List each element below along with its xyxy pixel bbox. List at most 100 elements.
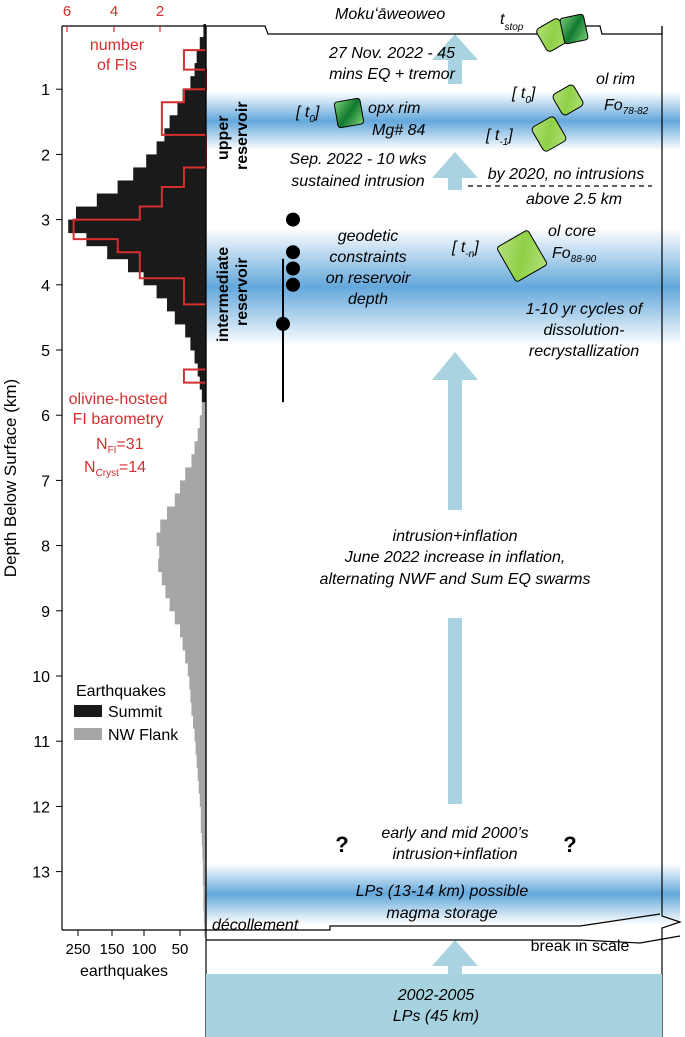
- arrow-shaft-top: [448, 58, 462, 84]
- lps-label-2: magma storage: [386, 905, 497, 922]
- eq-bar: [197, 428, 206, 442]
- eq-bar: [200, 819, 206, 833]
- eq-bar: [180, 623, 206, 638]
- arrow-head-upper: [432, 152, 478, 178]
- fi-tick-6: 6: [63, 3, 71, 20]
- legend: Earthquakes Summit NW Flank: [74, 683, 179, 744]
- eq-bar: [202, 845, 206, 860]
- geodetic-label-2: constraints: [329, 249, 406, 266]
- arrow-shaft-deep: [448, 964, 462, 974]
- nov-2022-event-2: mins EQ + tremor: [329, 66, 455, 83]
- fi-axis-ticks: 6 4 2: [63, 3, 164, 32]
- eq-bar: [196, 50, 206, 64]
- depth-tick-label: 13: [32, 865, 50, 882]
- eq-bar: [190, 689, 206, 703]
- legend-nwflank: NW Flank: [108, 727, 179, 744]
- fi-barometry-label-2: FI barometry: [73, 411, 164, 428]
- tstop-label: tstop: [500, 11, 524, 33]
- eq-bar: [203, 897, 206, 912]
- eq-tick-150: 150: [99, 941, 124, 958]
- surface-line: [206, 25, 663, 35]
- eq-tick-50: 50: [172, 941, 189, 958]
- depth-tick-label: 4: [41, 278, 50, 295]
- fi-tick-2: 2: [156, 3, 164, 20]
- ol-rim-label: ol rim: [596, 71, 635, 88]
- eq-bar: [202, 858, 206, 873]
- fo-rim-label: Fo78-82: [604, 97, 649, 117]
- inflation-label-2: June 2022 increase in inflation,: [344, 549, 566, 566]
- intermediate-reservoir-label-1: intermediate: [215, 247, 232, 342]
- cycles-label-2: dissolution-: [544, 322, 625, 339]
- intermediate-reservoir-label-2: reservoir: [234, 258, 251, 327]
- geodetic-point: [276, 316, 290, 331]
- tn-label: [ t-n]: [451, 239, 479, 260]
- eq-bar: [194, 441, 206, 455]
- decollement-line: [206, 913, 661, 931]
- lp-storage-band: [206, 864, 680, 924]
- early-2000-label-2: intrusion+inflation: [393, 846, 518, 863]
- eq-bar: [199, 793, 206, 807]
- depth-axis-label: Depth Below Surface (km): [1, 379, 20, 577]
- fo-core-label: Fo88-90: [552, 245, 597, 265]
- eq-bar: [156, 532, 206, 547]
- crystal-opx-tstop: [559, 13, 589, 45]
- eq-bar: [76, 206, 206, 221]
- ol-core-label: ol core: [548, 223, 596, 240]
- fi-axis-title-1: number: [90, 37, 145, 54]
- geodetic-point: [286, 277, 300, 292]
- t0-left-label: [ t0]: [295, 104, 320, 125]
- depth-tick-label: 8: [41, 539, 50, 556]
- main-panel: 2002-2005 LPs (45 km) Mokuʻāweoweo tstop…: [205, 6, 682, 1037]
- eq-bar: [160, 519, 206, 534]
- eq-bar: [156, 284, 206, 299]
- depth-tick-label: 7: [41, 473, 50, 490]
- eq-tick-100: 100: [131, 941, 156, 958]
- eq-bar: [199, 415, 206, 429]
- depth-tick-label: 1: [41, 82, 50, 99]
- eq-bar: [165, 584, 206, 599]
- depth-tick-label: 9: [41, 604, 50, 621]
- geodetic-point: [286, 245, 300, 260]
- n-cryst-label: NCryst=14: [84, 459, 146, 479]
- eq-bar: [203, 910, 206, 925]
- legend-swatch-nwflank: [74, 728, 102, 740]
- fi-axis-title-2: of FIs: [97, 57, 137, 74]
- nov-2022-event-1: 27 Nov. 2022 - 45: [328, 45, 455, 62]
- eq-bar: [201, 832, 206, 847]
- legend-swatch-summit: [74, 705, 102, 717]
- summit-crater-label: Mokuʻāweoweo: [335, 6, 445, 23]
- eq-bar: [86, 232, 206, 247]
- deep-lp-box: [206, 974, 662, 1037]
- eq-bar: [201, 389, 206, 403]
- eq-bar: [191, 702, 206, 716]
- eq-bar: [180, 480, 206, 494]
- eq-bar: [167, 506, 206, 521]
- crystal-ol-core: [497, 230, 547, 282]
- early-2000-label-1: early and mid 2000’s: [381, 825, 528, 842]
- arrow-shaft-mid: [448, 378, 462, 510]
- eq-bar: [182, 89, 206, 103]
- geodetic-point: [286, 261, 300, 276]
- eq-bar: [187, 662, 206, 677]
- eq-bar: [128, 258, 206, 273]
- fi-barometry-label-1: olivine-hosted: [69, 391, 168, 408]
- lps-label-1: LPs (13-14 km) possible: [356, 883, 529, 900]
- deep-lp-label-1: 2002-2005: [397, 987, 475, 1004]
- earthquake-histogram: [68, 24, 206, 938]
- decollement-label: décollement: [212, 917, 299, 934]
- geodetic-label-3: on reservoir: [326, 270, 411, 287]
- question-mark-left: ?: [335, 832, 348, 857]
- eq-bar: [146, 154, 206, 168]
- cycles-label-3: recrystallization: [529, 343, 639, 360]
- crystal-ol-rim-tm1: [531, 116, 567, 152]
- fi-count-histogram: [72, 49, 207, 384]
- eq-bar: [190, 336, 206, 351]
- geodetic-label-4: depth: [348, 291, 388, 308]
- eq-bar: [177, 102, 206, 116]
- crystal-ol-rim-t0: [552, 84, 584, 116]
- arrow-shaft-lower: [448, 618, 462, 804]
- crystal-opx-rim: [333, 97, 365, 129]
- depth-tick-label: 3: [41, 213, 50, 230]
